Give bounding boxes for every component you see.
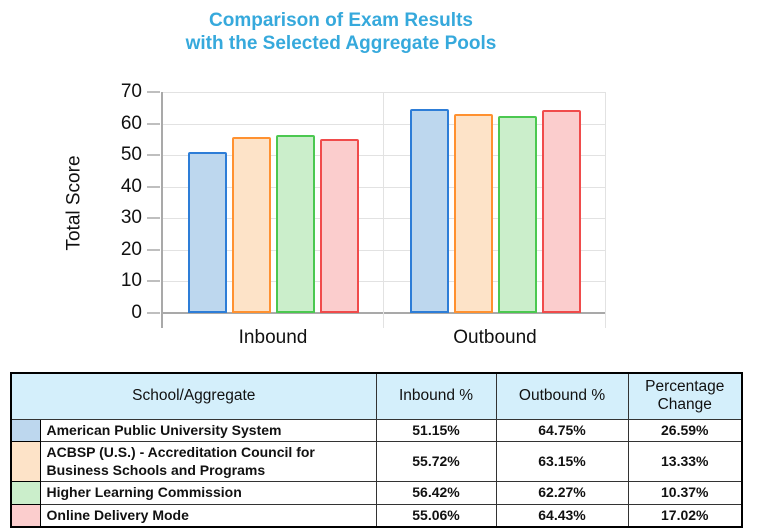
header-school: School/Aggregate (10, 372, 377, 420)
y-tick-label-40: 40 (120, 175, 142, 197)
gridline-40 (162, 186, 606, 188)
change-cell: 10.37% (627, 481, 743, 505)
y-tick-label-30: 30 (120, 207, 142, 229)
bar-group-inbound (162, 92, 384, 313)
bar-chart: Comparison of Exam Results with the Sele… (0, 9, 682, 353)
bar-inbound-acbsp-us (231, 137, 271, 313)
change-cell: 13.33% (627, 441, 743, 482)
y-tick-label-60: 60 (120, 112, 142, 134)
chart-title-line2: with the Selected Aggregate Pools (185, 33, 497, 54)
chart-title-line1: Comparison of Exam Results (209, 10, 473, 31)
gridline-70 (162, 92, 606, 93)
bar-outbound-online-delivery (541, 110, 581, 313)
table-row-0: American Public University System 51.15% 6… (10, 418, 743, 442)
school-cell: Higher Learning Commission (39, 481, 377, 505)
school-cell: Online Delivery Mode (39, 503, 377, 528)
inbound-cell: 55.72% (375, 441, 497, 482)
chart-title: Comparison of Exam Results with the Sele… (0, 9, 682, 55)
results-table-header: School/Aggregate Inbound % Outbound % Pe… (10, 372, 743, 420)
y-tick-label-20: 20 (120, 238, 142, 260)
table-row-1: ACBSP (U.S.) - Accreditation Council for… (10, 441, 743, 482)
series-color-swatch (10, 481, 41, 505)
y-tick-label-0: 0 (131, 302, 142, 323)
bar-outbound-acbsp-us (453, 114, 493, 313)
y-tick-mark-70 (147, 91, 160, 93)
table-row-2: Higher Learning Commission 56.42% 62.27% 10… (10, 481, 743, 505)
y-tick-mark-60 (147, 122, 160, 125)
change-cell: 17.02% (627, 503, 743, 528)
y-tick-mark-20 (147, 248, 160, 251)
y-tick-label-70: 70 (120, 81, 142, 102)
x-category-label-outbound: Outbound (453, 327, 537, 348)
y-axis-ticks: 0 10 20 30 40 50 60 70 (0, 81, 162, 323)
gridline-30 (162, 218, 606, 220)
series-color-swatch (10, 503, 41, 528)
gridline-60 (162, 123, 606, 125)
outbound-cell: 64.43% (495, 503, 629, 528)
bar-group-outbound (384, 92, 606, 313)
results-table: School/Aggregate Inbound % Outbound % Pe… (10, 372, 744, 528)
category-divider-gridline (383, 92, 384, 328)
x-axis-labels: Inbound Outbound (162, 327, 606, 353)
school-cell: American Public University System (39, 418, 377, 442)
header-change: Percentage Change (627, 372, 743, 420)
outbound-cell: 62.27% (495, 481, 629, 505)
header-inbound: Inbound % (375, 372, 497, 420)
gridline-20 (162, 249, 606, 251)
plot-area (161, 92, 606, 328)
school-cell: ACBSP (U.S.) - Accreditation Council for… (39, 441, 377, 482)
bar-inbound-online-delivery (319, 139, 359, 313)
y-tick-mark-10 (147, 280, 160, 283)
gridline-50 (162, 155, 606, 157)
gridline-0 (162, 312, 606, 314)
header-outbound: Outbound % (495, 372, 629, 420)
outbound-cell: 63.15% (495, 441, 629, 482)
table-row-3: Online Delivery Mode 55.06% 64.43% 17.02% (10, 503, 743, 528)
bar-outbound-american-public (409, 109, 449, 313)
y-tick-mark-40 (147, 185, 160, 188)
series-color-swatch (10, 418, 41, 442)
y-tick-mark-50 (147, 154, 160, 157)
x-category-label-inbound: Inbound (238, 327, 308, 348)
y-tick-label-10: 10 (120, 270, 142, 292)
y-tick-mark-0 (147, 312, 160, 314)
y-tick-mark-30 (147, 217, 160, 220)
bar-outbound-higher-learning (497, 116, 537, 313)
inbound-cell: 55.06% (375, 503, 497, 528)
bar-inbound-higher-learning (275, 135, 315, 313)
gridline-10 (162, 281, 606, 283)
change-cell: 26.59% (627, 418, 743, 442)
bar-inbound-american-public (187, 152, 227, 313)
inbound-cell: 51.15% (375, 418, 497, 442)
series-color-swatch (10, 441, 41, 482)
outbound-cell: 64.75% (495, 418, 629, 442)
inbound-cell: 56.42% (375, 481, 497, 505)
plot-right-gridline (605, 92, 606, 328)
y-axis-line (161, 92, 163, 328)
y-tick-label-50: 50 (120, 144, 142, 166)
